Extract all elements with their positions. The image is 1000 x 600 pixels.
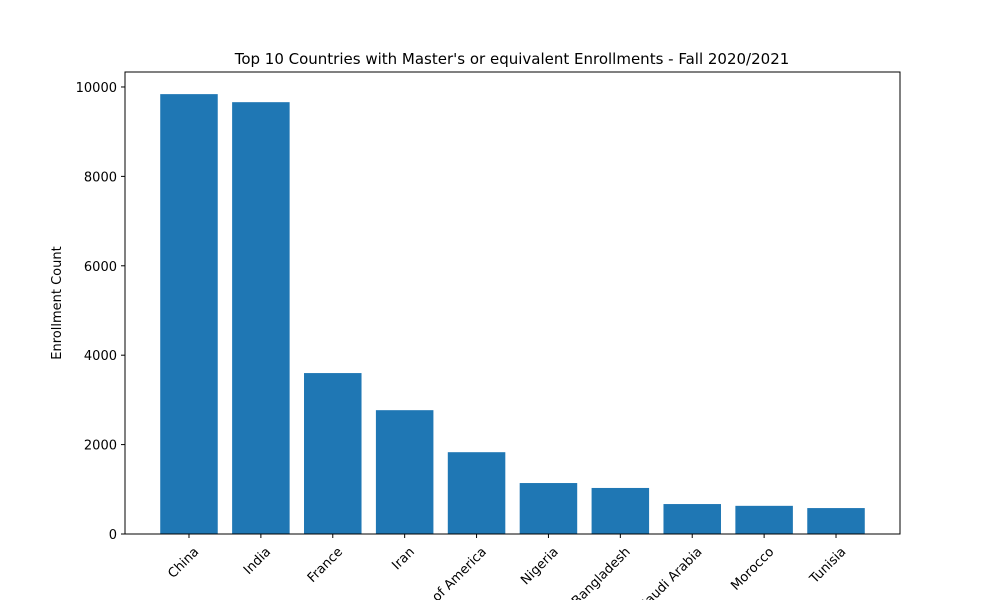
bar bbox=[807, 508, 865, 534]
y-tick-label: 10000 bbox=[76, 81, 117, 96]
y-tick-label: 4000 bbox=[84, 349, 117, 364]
y-tick-label: 8000 bbox=[84, 170, 117, 185]
x-tick-label: Iran bbox=[389, 545, 418, 574]
x-tick-label: Morocco bbox=[728, 545, 777, 594]
bar bbox=[591, 487, 650, 534]
x-tick-label: India bbox=[241, 545, 274, 578]
y-tick-label: 2000 bbox=[84, 439, 117, 454]
x-tick-label: China bbox=[165, 545, 202, 582]
bar bbox=[304, 373, 362, 534]
bar bbox=[375, 410, 434, 534]
x-tick-label: Nigeria bbox=[518, 545, 561, 588]
y-axis-label: Enrollment Count bbox=[50, 246, 65, 359]
x-tick-label: Bangladesh bbox=[569, 545, 634, 600]
chart-title: Top 10 Countries with Master's or equiva… bbox=[234, 50, 790, 68]
y-tick-label: 0 bbox=[109, 528, 117, 543]
plot-frame bbox=[124, 71, 901, 535]
bar bbox=[735, 505, 793, 534]
bar bbox=[160, 94, 218, 535]
y-tick-label: 6000 bbox=[84, 260, 117, 275]
x-tick-label: United States of America bbox=[364, 545, 489, 600]
bar bbox=[447, 452, 506, 534]
bar bbox=[232, 102, 290, 534]
x-tick-label: Tunisia bbox=[807, 545, 850, 588]
x-tick-label: Saudi Arabia bbox=[637, 545, 706, 600]
bar bbox=[519, 483, 578, 534]
bar bbox=[663, 504, 721, 534]
x-tick-label: France bbox=[305, 545, 346, 586]
